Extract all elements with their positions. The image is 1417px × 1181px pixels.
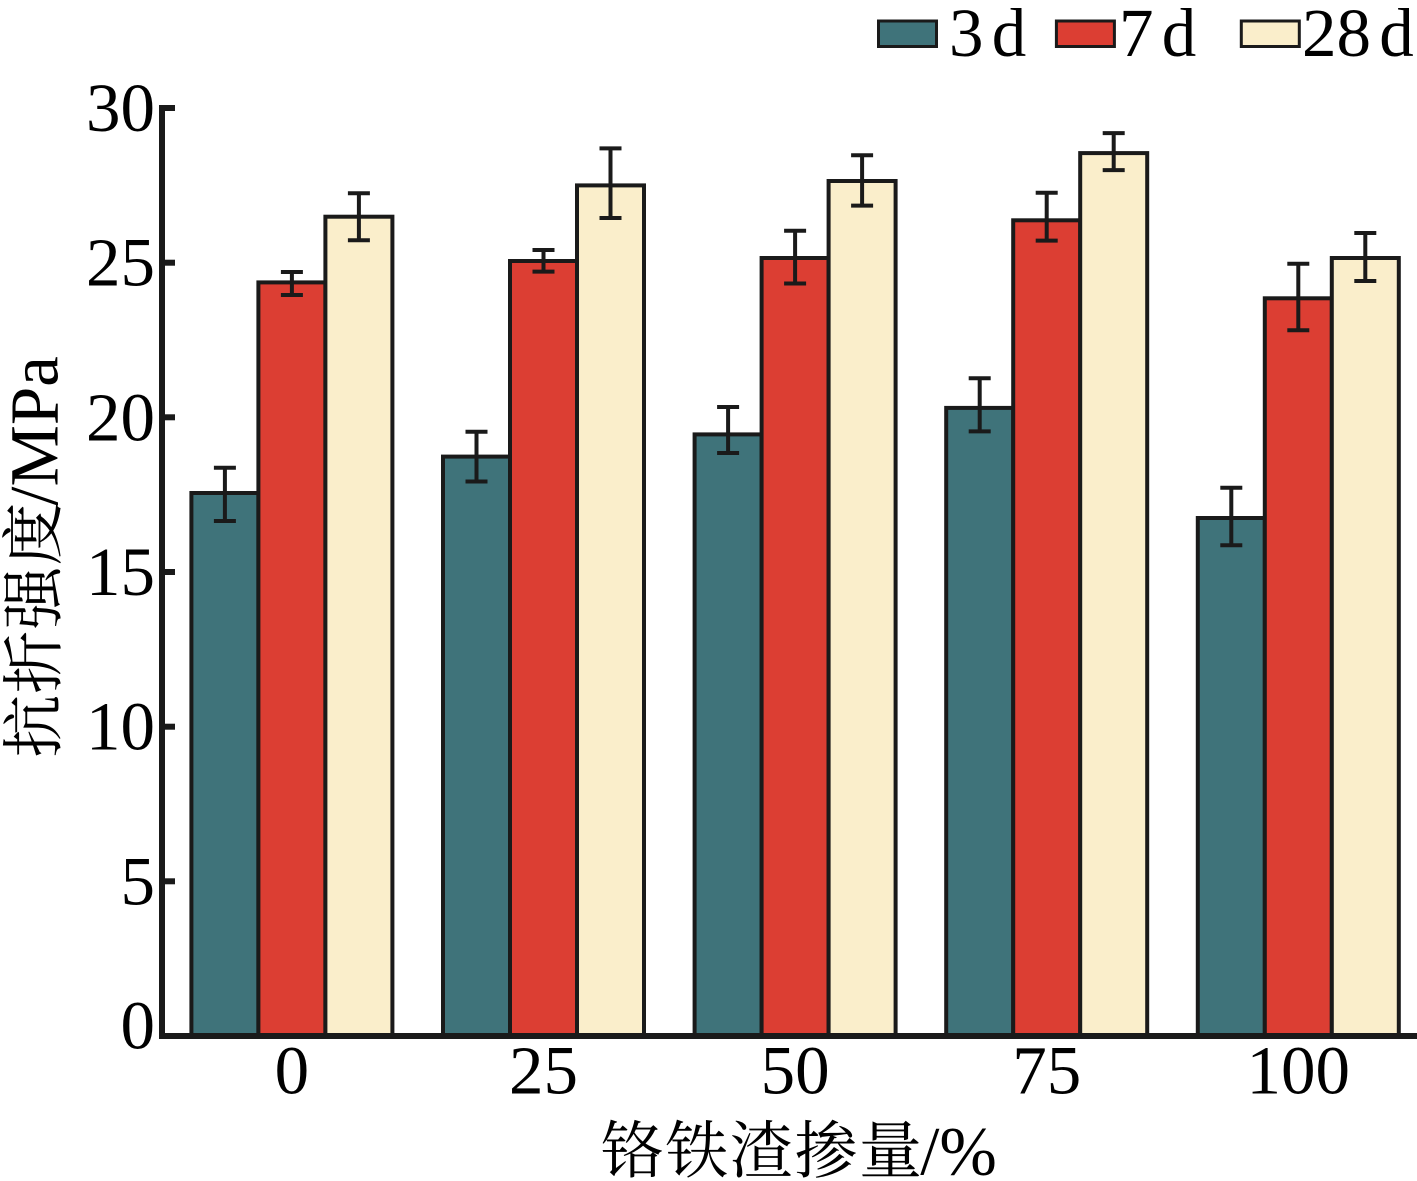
svg-text:25: 25 [86, 225, 155, 301]
svg-text:28 d: 28 d [1302, 0, 1414, 71]
svg-text:5: 5 [121, 843, 156, 919]
svg-text:50: 50 [761, 1032, 830, 1108]
svg-text:100: 100 [1247, 1032, 1351, 1108]
svg-text:3 d: 3 d [949, 0, 1026, 71]
svg-text:/%: /% [920, 1114, 997, 1181]
svg-text:0: 0 [275, 1032, 310, 1108]
svg-text:75: 75 [1012, 1032, 1081, 1108]
svg-text:7 d: 7 d [1119, 0, 1196, 71]
svg-text:20: 20 [86, 379, 155, 455]
svg-text:25: 25 [509, 1032, 578, 1108]
svg-text:/MPa: /MPa [0, 356, 73, 506]
svg-text:30: 30 [86, 70, 155, 146]
svg-text:0: 0 [121, 988, 156, 1064]
svg-text:10: 10 [86, 689, 155, 765]
svg-text:15: 15 [86, 534, 155, 610]
